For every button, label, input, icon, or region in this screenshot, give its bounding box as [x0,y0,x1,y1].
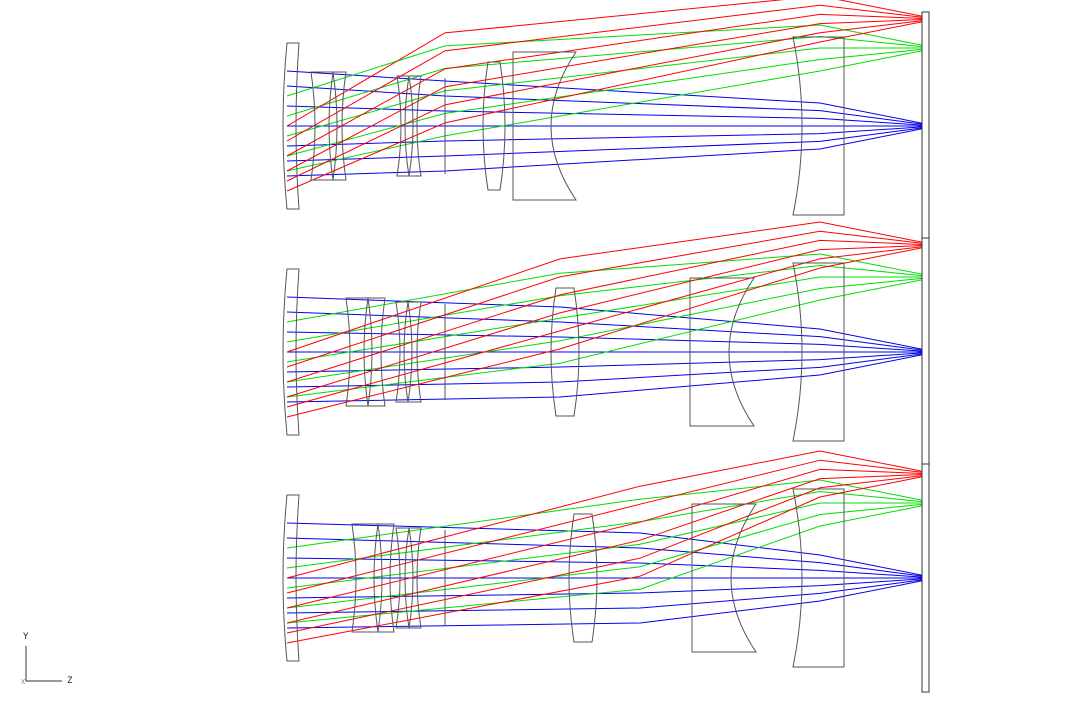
meniscus-lens [689,277,755,427]
moving-lens-1 [482,61,506,191]
meniscus-lens [691,503,757,653]
red-field-ray [286,221,927,353]
green-field-ray [286,479,927,549]
green-field-ray [286,48,927,157]
red-field-ray [286,474,927,634]
red-field-ray [286,468,927,609]
configuration-1 [282,0,930,241]
lens-group-1b [367,297,386,407]
red-field-ray [286,244,927,398]
red-field-ray [286,459,927,594]
red-field-ray [286,239,927,383]
moving-lens-1 [550,287,580,417]
blue-field-ray [286,127,927,177]
configuration-2 [282,221,930,467]
blue-field-ray [286,105,927,126]
z-axis-label: Z [67,676,73,686]
green-field-ray [286,503,927,609]
green-field-ray [286,504,927,624]
blue-field-ray [286,126,927,162]
red-field-ray [286,0,927,127]
image-plane [921,237,930,467]
blue-field-ray [286,126,927,147]
blue-field-ray [286,579,927,629]
blue-field-ray [286,537,927,578]
blue-field-ray [286,353,927,403]
zoom-configurations [282,0,930,693]
axis-indicator: Y Z X [21,632,73,686]
blue-field-ray [286,557,927,578]
moving-lens-1 [568,513,598,643]
image-plane [921,11,930,241]
lens-group-1b [377,523,395,633]
lens-group-2b [408,75,422,177]
red-field-ray [286,450,927,579]
red-field-ray [286,475,927,644]
lens-group-2b [408,527,422,629]
y-axis-label: Y [23,632,29,642]
red-field-ray [286,245,927,408]
field-lens [792,488,845,668]
blue-field-ray [286,578,927,614]
lens-group-1b [332,71,347,181]
green-field-ray [286,253,927,323]
blue-field-ray [286,578,927,599]
ray-fans [286,0,927,192]
meniscus-lens [512,51,577,201]
red-field-ray [286,19,927,182]
blue-field-ray [286,352,927,373]
front-lens [282,268,300,436]
blue-field-ray [286,70,927,125]
red-field-ray [286,230,927,368]
red-field-ray [286,473,927,624]
green-field-ray [286,24,927,97]
field-lens [792,262,845,442]
front-lens [282,42,300,210]
ray-fans [286,450,927,644]
green-field-ray [286,47,926,137]
blue-field-ray [286,522,927,577]
red-field-ray [286,18,927,172]
red-field-ray [286,13,927,157]
green-field-ray [286,502,926,589]
red-field-ray [286,20,927,192]
green-field-ray [286,49,927,172]
lens-group-2b [407,301,422,403]
field-lens [792,36,845,216]
red-field-ray [286,4,927,142]
green-field-ray [286,35,927,117]
x-axis-label: X [21,678,26,686]
green-field-ray [286,490,927,569]
image-plane [921,463,930,693]
front-lens [282,494,300,662]
configuration-3 [282,450,930,693]
